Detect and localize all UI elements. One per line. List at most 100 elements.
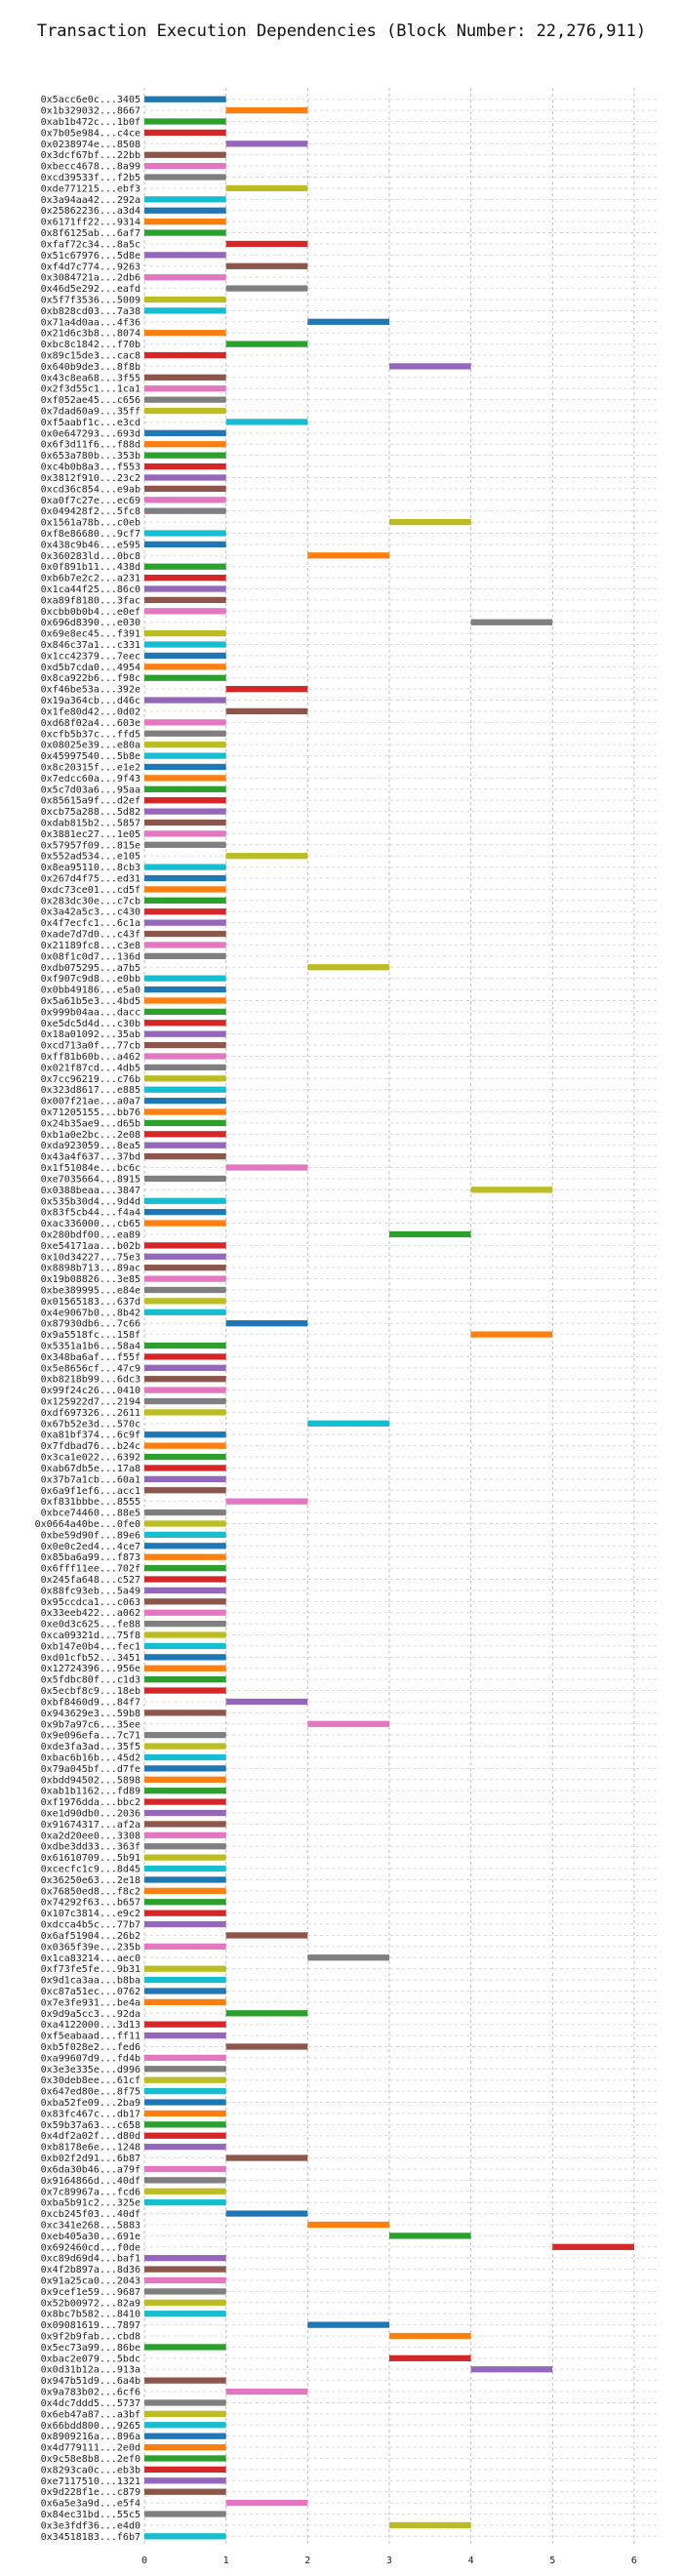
- y-tick-label: 0x30deb8ee...61cf: [41, 2075, 141, 2086]
- bar: [144, 574, 226, 582]
- y-tick-label: 0x01565183...637d: [41, 1297, 141, 1308]
- y-tick-label: 0xd68f02a4...603e: [41, 718, 141, 729]
- bar: [144, 2311, 226, 2317]
- y-tick-label: 0x3a94aa42...292a: [41, 195, 141, 206]
- y-tick-label: 0xc89d69d4...baf1: [41, 2254, 141, 2265]
- y-tick-label: 0xf831bbbe...8555: [41, 1497, 141, 1508]
- y-tick-label: 0xac336000...cb65: [41, 1219, 141, 1229]
- y-tick-label: 0x943629e3...59b8: [41, 1709, 141, 1719]
- y-tick-label: 0xa89f8180...3fac: [41, 595, 141, 606]
- y-tick-label: 0xb5f028e2...fed6: [41, 2042, 141, 2053]
- y-tick-label: 0x5ec73a99...86be: [41, 2343, 141, 2354]
- y-tick-label: 0xde771215...ebf3: [41, 183, 141, 194]
- bar: [144, 2121, 226, 2128]
- y-tick-label: 0x3e3fdf36...e4d0: [41, 2520, 141, 2531]
- y-tick-label: 0x0365f39e...235b: [41, 1942, 141, 1952]
- bar: [144, 530, 226, 537]
- bar: [144, 1298, 226, 1305]
- y-tick-label: 0x99f24c26...0410: [41, 1386, 141, 1396]
- bar: [144, 641, 226, 648]
- y-tick-label: 0x8bc7b582...8410: [41, 2310, 141, 2320]
- y-tick-label: 0x4f7ecfc1...6c1a: [41, 918, 141, 929]
- bar: [144, 351, 226, 359]
- y-tick-label: 0xab1b472c...1b0f: [41, 117, 141, 128]
- y-tick-label: 0x7cc96219...c76b: [41, 1074, 141, 1085]
- bar: [144, 1152, 226, 1160]
- bar: [144, 407, 226, 415]
- y-tick-label: 0xbdd94502...5898: [41, 1775, 141, 1786]
- y-tick-label: 0x71a4d0aa...4f36: [41, 317, 141, 328]
- bar: [144, 96, 226, 102]
- y-tick-label: 0x08025e39...e80a: [41, 741, 141, 751]
- x-tick-label: 6: [631, 2556, 637, 2566]
- bar: [144, 307, 226, 314]
- y-tick-label: 0x6eb47a87...a3bf: [41, 2409, 141, 2420]
- bar: [225, 707, 308, 715]
- y-tick-label: 0x3812f910...23c2: [41, 473, 141, 484]
- y-tick-label: 0x0e0c2ed4...4ce7: [41, 1542, 141, 1552]
- bar: [144, 2443, 226, 2451]
- bar: [144, 2032, 226, 2039]
- bar: [307, 2221, 389, 2229]
- bar: [144, 2266, 226, 2273]
- y-tick-label: 0xeb405a30...691e: [41, 2232, 141, 2242]
- y-tick-label: 0x9cef1e59...9687: [41, 2287, 141, 2298]
- y-tick-label: 0x6a5e3a9d...e5f4: [41, 2499, 141, 2510]
- bar: [144, 1086, 226, 1093]
- y-tick-label: 0x5351a1b6...58a4: [41, 1342, 141, 1352]
- bar: [470, 1331, 553, 1338]
- y-tick-label: 0x6f3d11f6...f88d: [41, 440, 141, 451]
- chart-title: Transaction Execution Dependencies (Bloc…: [36, 21, 647, 41]
- bar: [144, 1809, 226, 1817]
- bar: [144, 1620, 226, 1628]
- bar: [144, 942, 226, 948]
- bar: [144, 1487, 226, 1494]
- y-tick-label: 0x08f1c0d7...136d: [41, 951, 141, 962]
- y-tick-label: 0x4df2a02f...d80d: [41, 2131, 141, 2142]
- bar: [144, 886, 226, 893]
- bar: [225, 1320, 308, 1327]
- bar: [144, 1843, 226, 1850]
- y-tick-label: 0x33eeb422...a062: [41, 1608, 141, 1619]
- bar: [144, 151, 226, 158]
- y-tick-label: 0x43c8ea68...3f55: [41, 373, 141, 383]
- bar: [225, 141, 308, 147]
- bar: [144, 1108, 226, 1115]
- y-tick-label: 0x3dcf67bf...22bb: [41, 150, 141, 161]
- bar: [144, 1431, 226, 1438]
- bar: [144, 2132, 226, 2139]
- bar: [144, 2099, 226, 2106]
- y-tick-label: 0x0e647293...693d: [41, 428, 141, 439]
- bar: [144, 1631, 226, 1638]
- x-tick-label: 3: [386, 2556, 392, 2566]
- bar: [144, 697, 226, 704]
- y-tick-label: 0x1ca44f25...86c0: [41, 584, 141, 595]
- bar: [144, 2054, 226, 2062]
- bar: [144, 1910, 226, 1916]
- bar: [144, 1475, 226, 1483]
- bar: [144, 1553, 226, 1560]
- y-tick-label: 0x021f87cd...4db5: [41, 1063, 141, 1073]
- y-tick-label: 0x91674317...af2a: [41, 1820, 141, 1831]
- y-tick-label: 0x323d8617...e885: [41, 1085, 141, 1096]
- y-tick-label: 0xc4b0b8a3...f553: [41, 463, 141, 473]
- y-tick-label: 0xf1976dda...bbc2: [41, 1797, 141, 1808]
- bar: [144, 129, 226, 137]
- bar: [144, 219, 226, 225]
- bar: [144, 1409, 226, 1416]
- bar: [144, 2144, 226, 2151]
- y-tick-label: 0x24b35ae9...d65b: [41, 1118, 141, 1129]
- y-tick-label: 0x846c37a1...c331: [41, 640, 141, 651]
- bar: [225, 853, 308, 860]
- y-tick-label: 0x46d5e292...eafd: [41, 284, 141, 295]
- y-tick-label: 0x91a25ca0...2043: [41, 2275, 141, 2286]
- y-tick-label: 0xf5aabf1c...e3cd: [41, 418, 141, 428]
- bar: [144, 2466, 226, 2474]
- y-tick-label: 0x9a5518fc...158f: [41, 1330, 141, 1341]
- y-tick-label: 0x5c7d03a6...95aa: [41, 785, 141, 795]
- y-tick-label: 0xb8218b99...6dc3: [41, 1375, 141, 1386]
- bar: [144, 2511, 226, 2517]
- bar: [144, 1899, 226, 1906]
- y-tick-label: 0xcfb5b37c...ffd5: [41, 729, 141, 740]
